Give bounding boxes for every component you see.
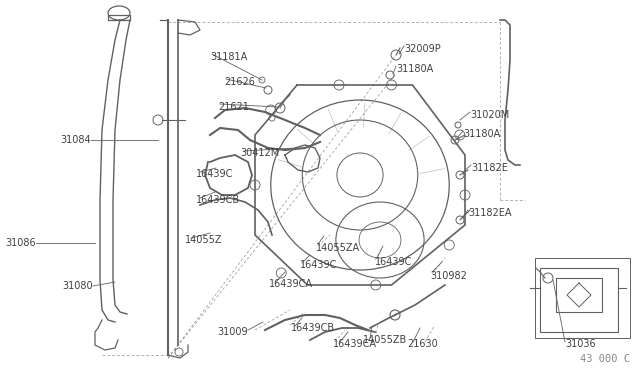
Text: 16439CA: 16439CA (333, 339, 377, 349)
Text: 16439CB: 16439CB (291, 323, 335, 333)
Text: 16439C: 16439C (375, 257, 412, 267)
Text: 16439CA: 16439CA (269, 279, 313, 289)
Text: 16439C: 16439C (196, 169, 234, 179)
Bar (535, 258, 630, 338)
Text: 31180A: 31180A (463, 129, 500, 139)
Text: 310982: 310982 (430, 271, 467, 281)
Text: 14055ZA: 14055ZA (316, 243, 360, 253)
Text: 31009: 31009 (218, 327, 248, 337)
Bar (556, 278, 602, 312)
Text: 31180A: 31180A (396, 64, 433, 74)
Text: 21621: 21621 (218, 102, 249, 112)
Text: 31080: 31080 (62, 281, 93, 291)
Text: 31182EA: 31182EA (468, 208, 511, 218)
Text: 14055ZB: 14055ZB (363, 335, 407, 345)
Text: 32009P: 32009P (404, 44, 441, 54)
Bar (540, 268, 618, 332)
Text: 31084: 31084 (60, 135, 91, 145)
Text: 31182E: 31182E (471, 163, 508, 173)
Text: 31036: 31036 (565, 339, 596, 349)
Text: 16439C: 16439C (300, 260, 337, 270)
Text: 21626: 21626 (224, 77, 255, 87)
Text: 31086: 31086 (5, 238, 36, 248)
Text: 31020M: 31020M (470, 110, 509, 120)
Text: 21630: 21630 (407, 339, 438, 349)
Text: 43 000 C: 43 000 C (580, 354, 630, 364)
Text: 16439CB: 16439CB (196, 195, 240, 205)
Text: 14055Z: 14055Z (185, 235, 223, 245)
Text: 30412M: 30412M (240, 148, 279, 158)
Text: 31181A: 31181A (210, 52, 247, 62)
